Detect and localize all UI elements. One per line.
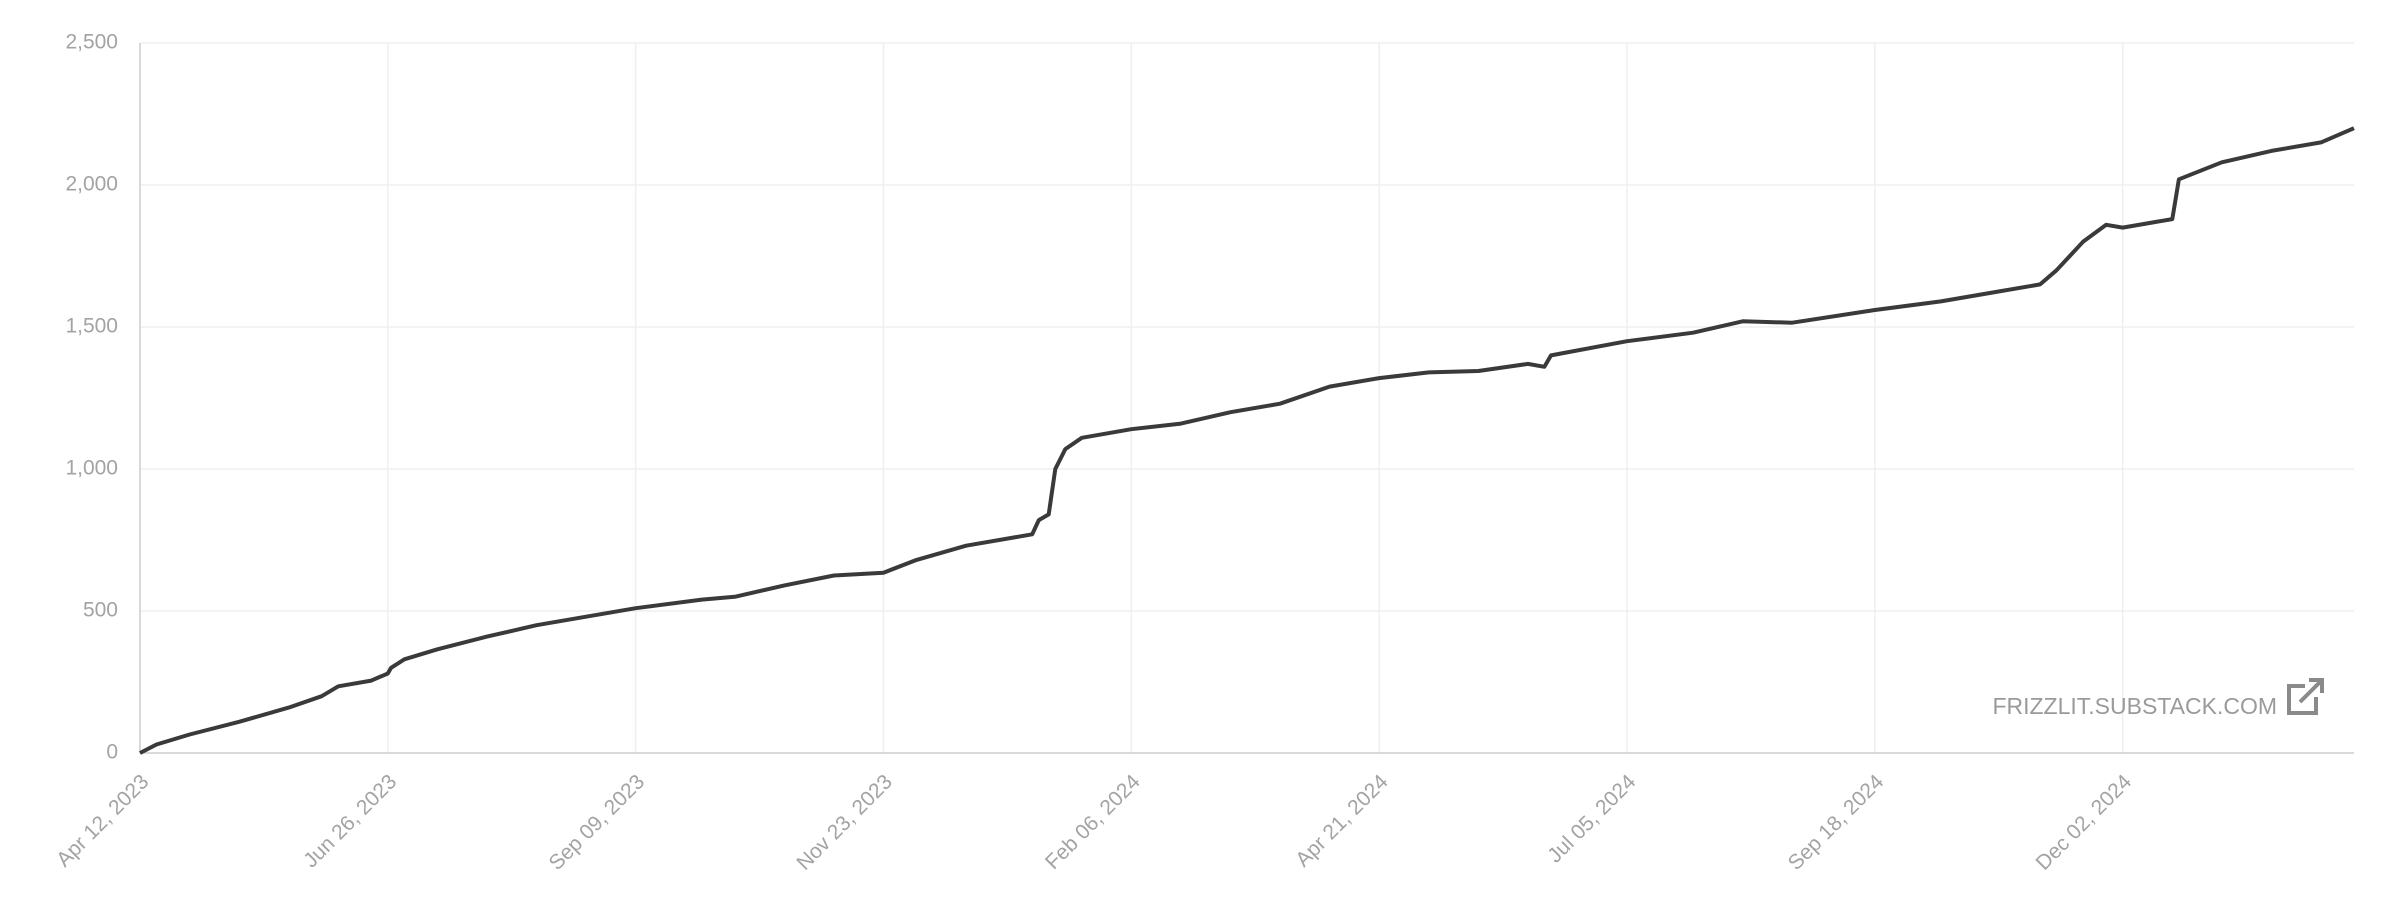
icon-box	[2287, 684, 2318, 715]
y-tick-label: 500	[83, 599, 118, 622]
x-tick-label: Apr 12, 2023	[52, 770, 153, 871]
y-tick-label: 0	[106, 741, 118, 764]
y-tick-label: 2,500	[65, 31, 118, 54]
y-tick-label: 2,000	[65, 173, 118, 196]
x-tick-label: Jul 05, 2024	[1543, 770, 1640, 867]
line	[139, 126, 2355, 755]
y-tick-label: 1,500	[65, 315, 118, 338]
icon-arrow	[2298, 678, 2324, 704]
x-tick-label: Sep 09, 2023	[545, 770, 650, 875]
plot: 0 500 1,000 1,500 2,000 2,500 Apr 12, 2023 Jun …	[52, 31, 2355, 875]
y-tick-label: 1,000	[65, 457, 118, 480]
x-tick-label: Feb 06, 2024	[1041, 770, 1145, 874]
watermark[interactable]: FRIZZLIT.SUBSTACK.COM	[1992, 693, 2277, 719]
x-tick-label: Dec 02, 2024	[2032, 770, 2137, 875]
x-tick-label: Sep 18, 2024	[1784, 770, 1889, 875]
x-tick-label: Apr 21, 2024	[1291, 770, 1393, 872]
x-tick-label: Jun 26, 2023	[299, 770, 401, 872]
x-tick-label: Nov 23, 2023	[792, 770, 897, 875]
external-link-icon[interactable]	[2287, 678, 2324, 715]
